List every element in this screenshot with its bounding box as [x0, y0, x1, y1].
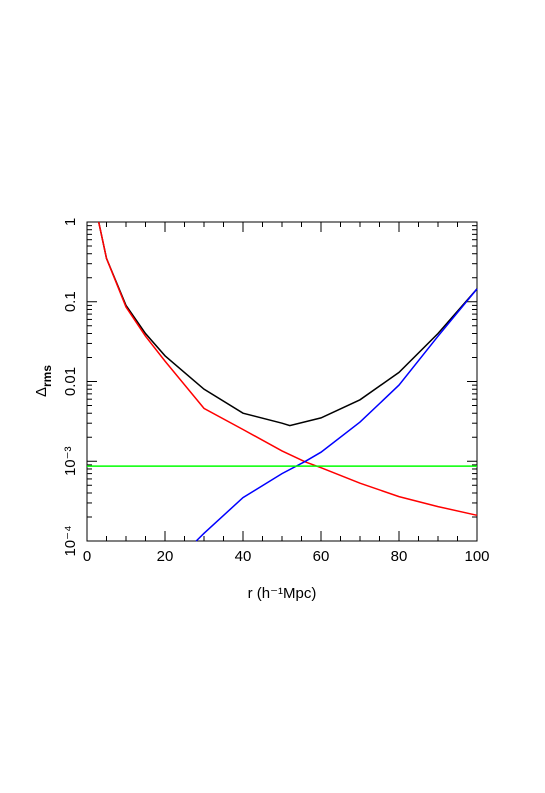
series-line — [97, 221, 478, 427]
y-tick-label: 10⁻⁴ — [62, 525, 79, 556]
y-tick-label: 0.1 — [62, 291, 79, 312]
x-tick-label: 40 — [235, 548, 252, 565]
x-tick-label: 60 — [313, 548, 330, 565]
x-axis-label: r (h⁻¹Mpc) — [248, 585, 317, 602]
series-line — [195, 288, 478, 542]
x-tick-label: 20 — [157, 548, 174, 565]
y-axis-label: Δrms — [33, 365, 54, 397]
y-tick-label: 1 — [62, 218, 79, 226]
x-tick-label: 0 — [83, 548, 91, 565]
x-tick-label: 100 — [464, 548, 489, 565]
y-tick-label: 0.01 — [62, 367, 79, 396]
x-tick-label: 80 — [391, 548, 408, 565]
y-tick-label: 10⁻³ — [62, 446, 79, 476]
series-line — [97, 221, 478, 517]
plot-frame — [86, 221, 478, 542]
